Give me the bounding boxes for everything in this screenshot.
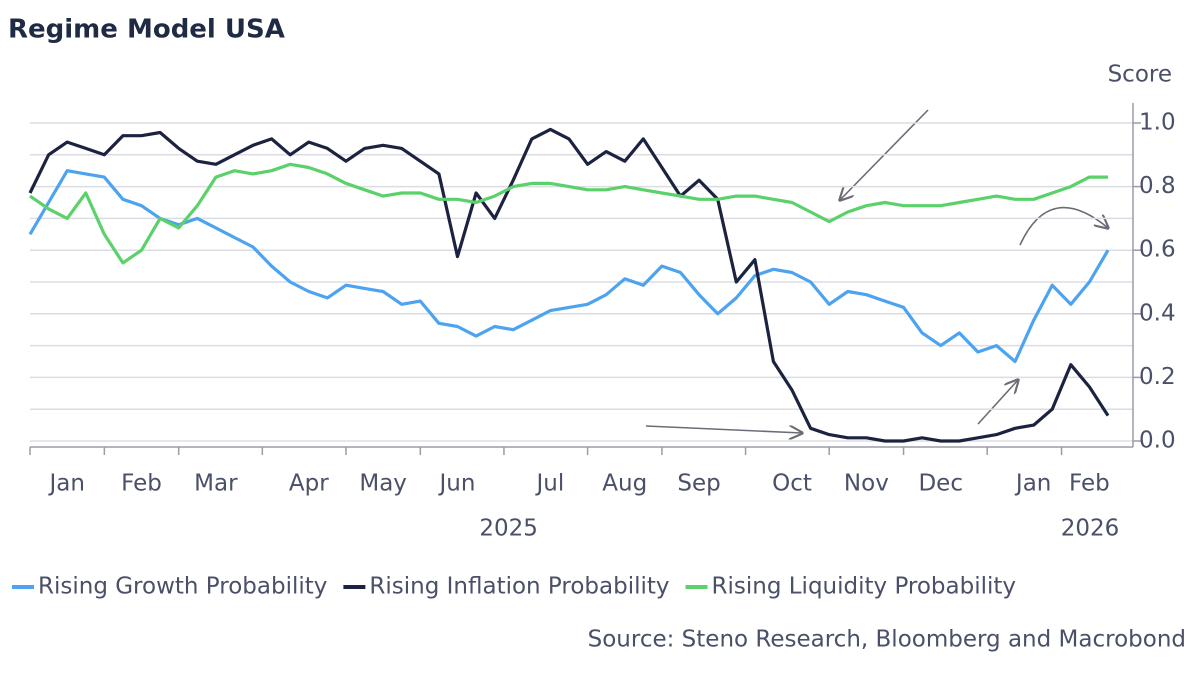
y-tick-label: 0.6 <box>1139 237 1176 263</box>
x-tick-label: Mar <box>194 471 238 497</box>
x-tick-label: Apr <box>289 471 329 497</box>
y-tick-label: 0.0 <box>1139 428 1176 454</box>
series-line <box>29 162 1108 265</box>
x-tick-label: Jan <box>47 471 84 497</box>
x-tick-label: Nov <box>844 471 889 497</box>
chart-title: Regime Model USA <box>8 15 285 45</box>
x-tick-label: Jun <box>438 471 476 497</box>
legend-label: Rising Growth Probability <box>38 574 327 600</box>
x-tick-label: Jan <box>1014 471 1051 497</box>
x-tick-label: Oct <box>772 471 812 497</box>
x-tick-label: Aug <box>602 471 647 497</box>
x-tick-label: Sep <box>677 471 720 497</box>
x-tick-label: Jul <box>535 471 565 497</box>
arrow <box>977 380 1018 425</box>
arrow <box>645 425 802 433</box>
x-tick-label: Dec <box>918 471 963 497</box>
x-tick-label: Feb <box>121 471 162 497</box>
x-tick-label: Feb <box>1069 471 1110 497</box>
legend-label: Rising Liquidity Probability <box>712 574 1017 600</box>
series-line <box>28 169 1110 364</box>
y-tick-label: 0.8 <box>1139 173 1176 199</box>
y-axis-label: Score <box>1108 62 1172 88</box>
annotation-arrows <box>645 109 1108 433</box>
y-tick-label: 0.4 <box>1139 300 1176 326</box>
arrow <box>1019 206 1108 246</box>
y-tick-label: 0.2 <box>1139 364 1176 390</box>
legend-label: Rising Inflation Probability <box>369 574 669 600</box>
x-group-label: 2026 <box>1061 516 1120 542</box>
source: Source: Steno Research, Bloomberg and Ma… <box>588 627 1186 653</box>
x-tick-label: May <box>359 471 407 497</box>
x-group-label: 2025 <box>479 516 538 542</box>
series-line <box>28 127 1110 443</box>
y-tick-label: 1.0 <box>1139 110 1176 136</box>
